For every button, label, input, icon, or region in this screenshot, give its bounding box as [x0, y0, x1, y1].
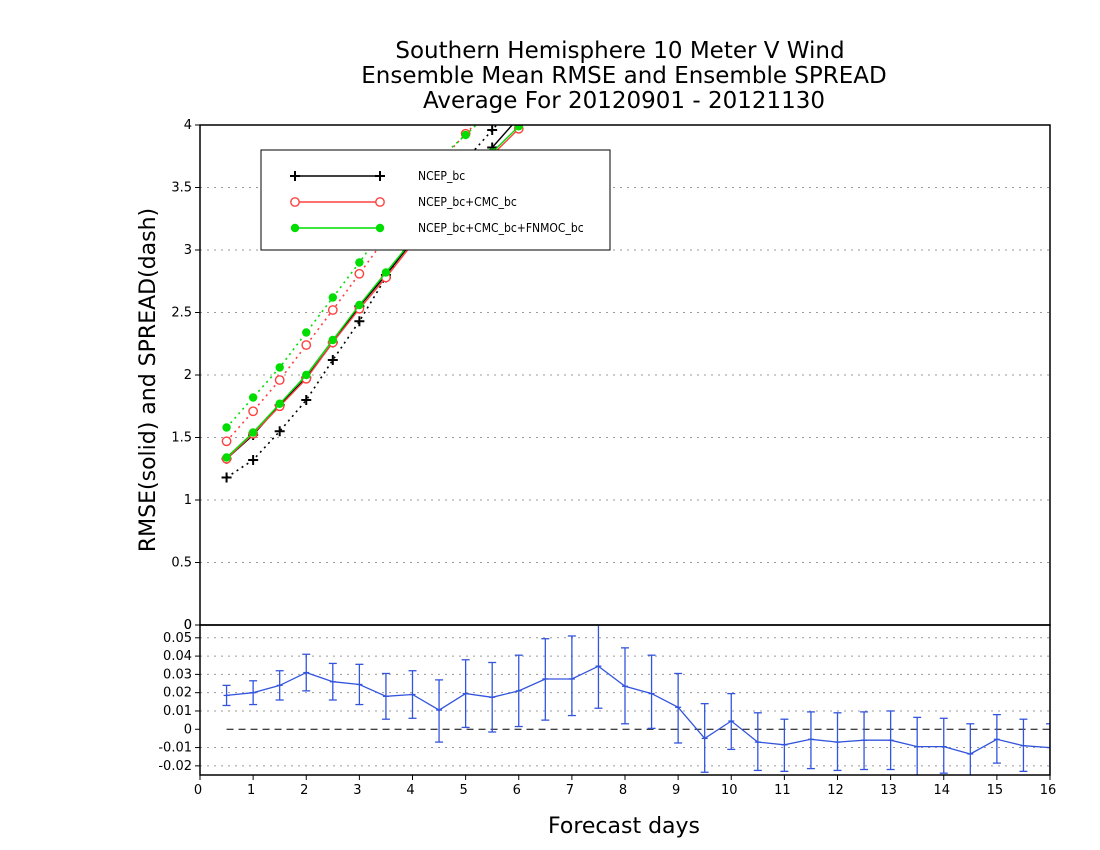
bottom-y-tick-label: -0.01 [158, 741, 192, 756]
x-tick-label: 9 [672, 783, 680, 798]
spread-point-2 [461, 130, 470, 140]
x-tick-label: 3 [353, 783, 361, 798]
top-y-tick-label: 3.5 [171, 181, 192, 196]
legend-label-2: NCEP_bc+CMC_bc+FNMOC_bc [418, 221, 584, 235]
chart-legend: NCEP_bc NCEP_bc+CMC_bc NCEP_bc+CMC_bc+FNMO… [260, 149, 611, 251]
x-tick-label: 0 [194, 783, 202, 798]
spread-point-1 [354, 268, 365, 279]
bottom-y-tick-label: 0.05 [163, 631, 192, 646]
x-tick-label: 1 [247, 783, 255, 798]
rmse-point-2 [222, 453, 231, 462]
bottom-y-tick-label: 0.02 [163, 686, 192, 701]
bottom-y-tick-label: 0.01 [163, 704, 192, 719]
rmse-point-2 [381, 268, 391, 277]
bottom-y-tick-label: 0.04 [163, 649, 192, 664]
spread-point-0 [248, 455, 259, 465]
spread-point-1 [248, 406, 259, 417]
chart-title-line-2: Ensemble Mean RMSE and Ensemble SPREAD [361, 63, 886, 89]
rmse-point-2 [514, 125, 523, 131]
y-axis-label: RMSE(solid) and SPREAD(dash) [136, 208, 161, 552]
spread-point-1 [327, 305, 338, 315]
legend-box [260, 149, 611, 251]
spread-point-0 [301, 395, 312, 405]
top-y-tick-label: 2 [184, 368, 192, 383]
legend-marker-left-0 [290, 171, 300, 181]
x-tick-label: 5 [459, 783, 467, 798]
legend-marker-right-0 [375, 171, 385, 181]
spread-point-1 [221, 436, 232, 447]
spread-point-0 [327, 355, 338, 365]
rmse-point-2 [248, 428, 258, 437]
rmse-point-2 [302, 370, 311, 380]
spread-point-0 [274, 426, 285, 437]
x-tick-label: 8 [619, 783, 627, 798]
bottom-plot-area [222, 625, 1050, 775]
x-tick-label: 6 [513, 783, 521, 798]
x-tick-label: 12 [827, 783, 844, 798]
legend-marker-left-1 [290, 197, 300, 207]
top-y-tick-label: 2.5 [171, 306, 192, 321]
difference-mean-line [226, 665, 1050, 755]
legend-marker-right-1 [375, 197, 385, 207]
spread-point-2 [355, 258, 364, 267]
spread-point-0 [487, 125, 498, 135]
x-axis-label: Forecast days [548, 814, 700, 839]
spread-point-2 [222, 423, 231, 432]
top-y-tick-label: 1 [184, 493, 192, 508]
rmse-point-2 [328, 335, 338, 345]
x-tick-label: 15 [987, 783, 1004, 798]
chart-title-line-1: Southern Hemisphere 10 Meter V Wind [395, 38, 844, 64]
top-y-tick-label: 0.5 [171, 556, 192, 571]
spread-point-2 [248, 393, 258, 402]
spread-point-2 [275, 363, 284, 372]
spread-point-0 [221, 472, 232, 483]
x-tick-label: 13 [880, 783, 897, 798]
rmse-point-0 [514, 113, 524, 123]
legend-label-0: NCEP_bc [418, 169, 465, 183]
spread-point-1 [301, 340, 312, 350]
spread-line-2 [226, 125, 478, 429]
bottom-y-tick-label: 0.03 [163, 667, 192, 682]
bottom-y-tick-label: -0.02 [158, 759, 192, 774]
bottom-y-tick-label: 0 [184, 722, 192, 737]
x-tick-label: 14 [933, 783, 950, 798]
top-y-tick-label: 3 [184, 243, 192, 258]
x-tick-label: 7 [566, 783, 574, 798]
spread-point-2 [328, 293, 338, 302]
legend-marker-right-2 [375, 223, 385, 233]
chart-title-line-3: Average For 20120901 - 20121130 [423, 88, 825, 114]
spread-line-1 [226, 125, 476, 442]
x-tick-label: 16 [1040, 783, 1057, 798]
rmse-point-2 [275, 399, 284, 408]
spread-point-0 [354, 316, 365, 327]
legend-marker-left-2 [290, 223, 300, 233]
spread-point-2 [302, 328, 311, 337]
rmse-point-2 [355, 300, 364, 310]
x-tick-label: 2 [300, 783, 308, 798]
top-y-tick-label: 4 [184, 118, 192, 133]
x-tick-label: 4 [406, 783, 414, 798]
top-y-tick-label: 0 [184, 618, 192, 633]
spread-point-1 [274, 375, 285, 385]
bottom-top-tick-label: 0 [184, 618, 192, 633]
x-tick-label: 10 [721, 783, 738, 798]
x-tick-label: 11 [774, 783, 791, 798]
top-plot-area [221, 113, 524, 483]
legend-label-1: NCEP_bc+CMC_bc [418, 195, 517, 209]
top-y-tick-label: 1.5 [171, 431, 192, 446]
